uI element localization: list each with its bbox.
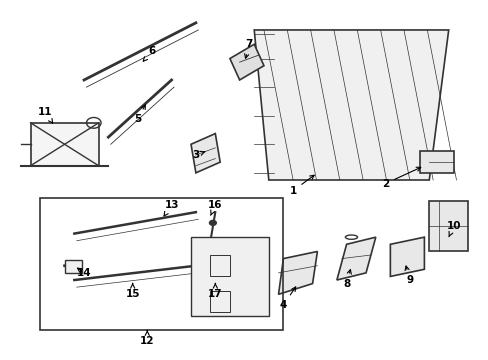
- Text: 8: 8: [342, 270, 350, 289]
- Text: 11: 11: [38, 107, 53, 123]
- Text: 17: 17: [207, 284, 222, 299]
- Polygon shape: [428, 202, 467, 251]
- Text: 5: 5: [134, 105, 145, 124]
- Bar: [191, 237, 268, 316]
- Text: 15: 15: [125, 284, 140, 299]
- Polygon shape: [389, 237, 424, 276]
- Polygon shape: [278, 251, 317, 294]
- Polygon shape: [419, 152, 453, 173]
- Polygon shape: [30, 123, 99, 166]
- Text: 3: 3: [192, 150, 204, 160]
- Text: 12: 12: [140, 330, 154, 346]
- Bar: [64, 260, 81, 273]
- Bar: [210, 291, 229, 312]
- Text: 7: 7: [244, 39, 252, 58]
- Text: 14: 14: [77, 268, 91, 278]
- Bar: [210, 255, 229, 276]
- Bar: [40, 198, 283, 330]
- Text: 10: 10: [446, 221, 460, 237]
- Polygon shape: [254, 30, 448, 180]
- Text: 2: 2: [381, 167, 420, 189]
- Polygon shape: [336, 237, 375, 280]
- Text: 13: 13: [164, 200, 179, 216]
- Circle shape: [209, 220, 216, 225]
- Text: 6: 6: [143, 46, 155, 61]
- Text: 16: 16: [208, 200, 222, 215]
- Polygon shape: [191, 134, 220, 173]
- Text: 1: 1: [289, 175, 314, 196]
- Text: 4: 4: [279, 287, 295, 310]
- Text: 9: 9: [404, 266, 412, 285]
- Polygon shape: [229, 44, 264, 80]
